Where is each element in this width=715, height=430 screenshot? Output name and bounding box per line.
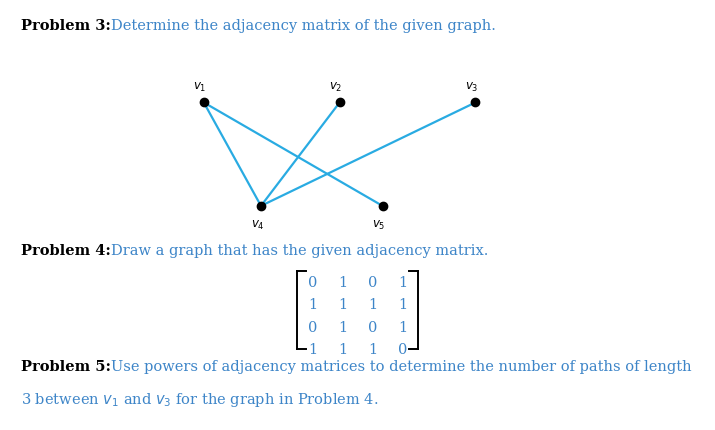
- Text: 1: 1: [338, 298, 347, 311]
- Text: $\mathit{v}_3$: $\mathit{v}_3$: [465, 81, 478, 94]
- Text: 1: 1: [338, 342, 347, 356]
- Text: Problem 5:: Problem 5:: [21, 359, 112, 373]
- Text: 1: 1: [368, 298, 377, 311]
- Text: 1: 1: [398, 275, 407, 289]
- Text: 1: 1: [308, 342, 317, 356]
- Text: 1: 1: [368, 342, 377, 356]
- Text: 0: 0: [307, 320, 317, 334]
- Text: $\mathit{v}_1$: $\mathit{v}_1$: [194, 81, 207, 94]
- Text: 0: 0: [368, 320, 378, 334]
- Text: Problem 3:: Problem 3:: [21, 19, 112, 33]
- Text: Determine the adjacency matrix of the given graph.: Determine the adjacency matrix of the gi…: [111, 19, 495, 33]
- Text: $\mathit{v}_2$: $\mathit{v}_2$: [330, 81, 342, 94]
- Text: 1: 1: [338, 275, 347, 289]
- Text: Use powers of adjacency matrices to determine the number of paths of length: Use powers of adjacency matrices to dete…: [111, 359, 691, 373]
- Text: 0: 0: [307, 275, 317, 289]
- Text: 3 between $\mathit{v}_1$ and $\mathit{v}_3$ for the graph in Problem 4.: 3 between $\mathit{v}_1$ and $\mathit{v}…: [21, 390, 379, 408]
- Text: 1: 1: [308, 298, 317, 311]
- Text: Problem 4:: Problem 4:: [21, 243, 112, 257]
- Text: $\mathit{v}_4$: $\mathit{v}_4$: [250, 218, 265, 231]
- Text: 1: 1: [398, 298, 407, 311]
- Text: 0: 0: [368, 275, 378, 289]
- Text: 0: 0: [398, 342, 408, 356]
- Text: 1: 1: [338, 320, 347, 334]
- Text: 1: 1: [398, 320, 407, 334]
- Text: Draw a graph that has the given adjacency matrix.: Draw a graph that has the given adjacenc…: [111, 243, 488, 257]
- Text: $\mathit{v}_5$: $\mathit{v}_5$: [373, 218, 385, 231]
